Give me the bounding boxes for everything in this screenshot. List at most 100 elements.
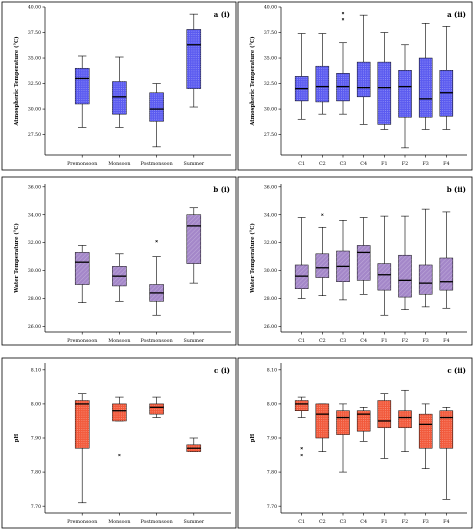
x-tick-label: Premonsoon [67,338,97,344]
iqr-box-pattern [398,255,412,298]
y-tick-label: 37.50 [28,30,41,36]
x-tick-label: C3 [340,161,347,167]
iqr-box-pattern [75,400,90,449]
box-Premonsoon: Premonsoon [67,55,97,167]
box-C1: C1 [294,217,309,344]
iqr-box-pattern [75,252,90,285]
y-axis-label: Water Temperature (°C) [13,223,20,294]
y-tick-label: 30.00 [28,268,41,274]
y-tick-label: 34.00 [28,212,41,218]
box-Monsoon: Monsoon [108,253,131,344]
box-C4: C4 [356,14,371,167]
y-axis-label: Water Temperature (°C) [249,223,256,294]
y-tick-label: 34.00 [264,212,277,218]
panel-2: 27.50 30.00 32.50 35.00 37.50 40.00 Atmospheri… [237,1,473,171]
outlier-point [341,11,345,15]
box-Postmonsoon: Postmonsoon [141,396,173,525]
box-F3: F3 [418,208,433,344]
x-tick-label: Monsoon [108,519,130,525]
iqr-box-pattern [377,400,391,428]
y-tick-label: 32.50 [264,81,277,87]
x-tick-label: Premonsoon [67,161,97,167]
panel-label: a (ii) [447,10,466,19]
y-tick-label: 7.90 [267,436,277,442]
panel-label: c (i) [214,366,230,375]
box-F4: F4 [439,211,454,344]
y-tick-label: 8.10 [31,367,41,373]
x-tick-label: C2 [319,519,326,525]
iqr-box-pattern [149,403,164,415]
box-Summer: Summer [183,13,205,167]
y-tick-label: 28.00 [264,296,277,302]
iqr-box-pattern [419,58,433,118]
y-tick-label: 7.80 [31,470,41,476]
y-tick-label: 35.00 [264,56,277,62]
x-tick-label: Premonsoon [67,519,97,525]
y-tick-label: 36.00 [28,184,41,190]
x-tick-label: F3 [422,519,428,525]
y-tick-label: 40.00 [264,5,277,11]
x-tick-label: C1 [298,519,305,525]
y-axis-label: pH [250,434,256,443]
y-tick-label: 27.50 [28,132,41,138]
iqr-box-pattern [295,264,309,289]
panel-5: 7.70 7.80 7.90 8.00 8.10 pH c (i) Premonsoon Mon… [1,357,237,529]
y-tick-label: 8.10 [267,367,277,373]
panel-6: 7.70 7.80 7.90 8.00 8.10 pH c (ii) C1 C2 C3 C4 F1 F2… [237,357,473,529]
x-tick-label: F2 [402,338,408,344]
x-tick-label: C4 [360,519,367,525]
x-tick-label: Summer [183,338,204,344]
y-tick-label: 7.90 [31,436,41,442]
box-Postmonsoon: Postmonsoon [141,240,173,344]
y-tick-label: 7.70 [267,504,277,510]
box-F1: F1 [377,393,392,525]
x-tick-label: Monsoon [108,161,130,167]
box-F2: F2 [398,44,412,167]
iqr-box-pattern [112,403,127,421]
outlier-point [155,240,158,243]
box-C2: C2 [315,213,330,344]
iqr-box-pattern [75,68,90,104]
iqr-box-pattern [357,410,371,432]
y-tick-label: 35.00 [28,56,41,62]
y-tick-label: 8.00 [31,402,41,408]
outlier-point [118,453,121,457]
box-F1: F1 [377,215,392,344]
x-tick-label: F1 [381,338,387,344]
y-tick-label: 30.00 [28,107,41,113]
panel-1: 27.50 30.00 32.50 35.00 37.50 40.00 Atmospheri… [1,1,237,171]
panel-frame [237,357,473,529]
box-Summer: Summer [183,437,205,525]
x-tick-label: F3 [422,161,428,167]
x-tick-label: Postmonsoon [141,161,173,167]
iqr-box-pattern [398,410,412,428]
panel-label: a (i) [214,10,230,19]
y-tick-label: 36.00 [264,184,277,190]
iqr-box-pattern [336,410,350,435]
x-tick-label: F4 [443,519,449,525]
x-tick-label: Summer [183,161,204,167]
iqr-box-pattern [315,66,329,102]
x-tick-label: C2 [319,161,326,167]
y-tick-label: 26.00 [264,324,277,330]
box-F2: F2 [398,215,412,344]
box-Monsoon: Monsoon [108,56,131,167]
y-tick-label: 30.00 [264,268,277,274]
box-Monsoon: Monsoon [108,396,131,525]
x-tick-label: C3 [340,338,347,344]
panel-label: b (i) [213,185,230,194]
y-tick-label: 37.50 [264,30,277,36]
box-C1: C1 [294,33,309,167]
x-tick-label: C1 [298,161,305,167]
y-tick-label: 28.00 [28,296,41,302]
x-tick-label: F2 [402,161,408,167]
y-axis-label: Atmospheric Temperature (°C) [13,36,20,126]
y-tick-label: 26.00 [28,324,41,330]
box-Premonsoon: Premonsoon [67,393,97,525]
y-tick-label: 7.80 [267,470,277,476]
x-tick-label: F4 [443,338,449,344]
outlier-point [300,453,303,457]
iqr-box-pattern [419,264,433,295]
y-tick-label: 7.70 [31,504,41,510]
x-tick-label: C3 [340,519,347,525]
